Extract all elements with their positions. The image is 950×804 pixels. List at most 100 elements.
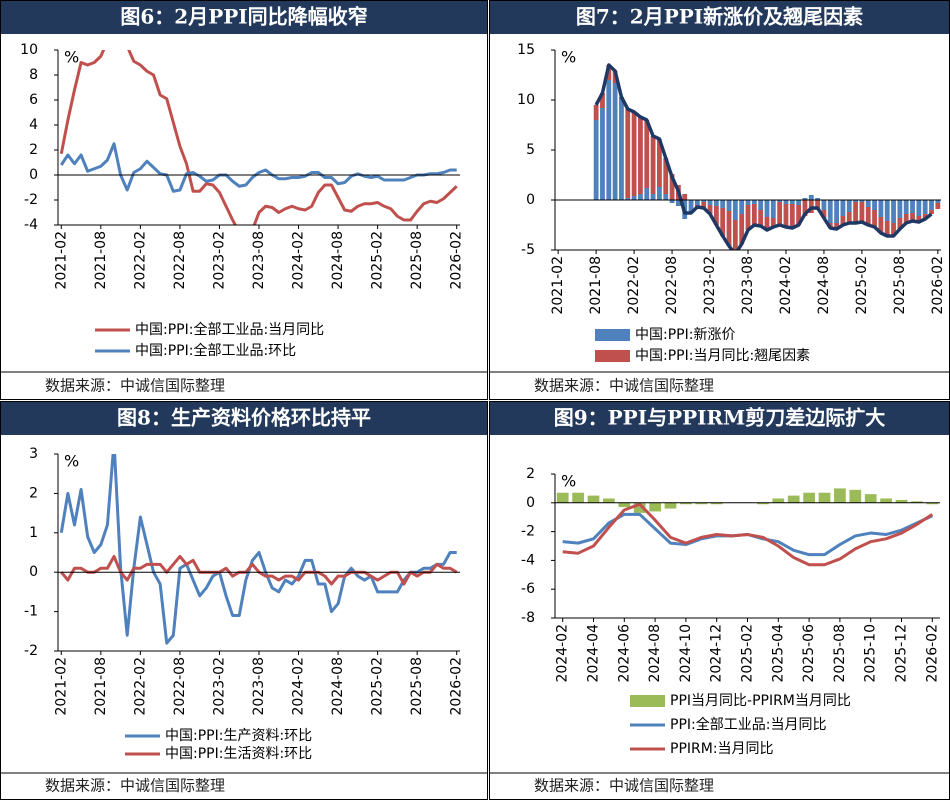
x-tick-label: 2023-08	[251, 231, 267, 290]
bar	[649, 502, 661, 512]
x-tick-label: 2025-06	[801, 624, 817, 683]
bar	[713, 200, 719, 206]
bar	[802, 198, 808, 200]
bar	[770, 218, 776, 227]
bar	[593, 105, 599, 120]
x-tick-label: 2024-10	[678, 624, 694, 683]
bar	[650, 136, 656, 194]
bar	[720, 208, 726, 236]
bar	[777, 202, 783, 225]
y-tick-label: 0	[526, 192, 535, 208]
x-tick-label: 2025-02	[370, 231, 386, 290]
bar	[789, 200, 795, 204]
x-tick-label: 2025-10	[863, 624, 879, 683]
unit-label: %	[561, 48, 576, 67]
bar	[815, 200, 821, 210]
legend-swatch	[630, 695, 665, 707]
bar	[872, 200, 877, 210]
bar	[758, 210, 764, 226]
bar	[764, 200, 770, 217]
bar	[853, 200, 858, 202]
bar	[891, 223, 896, 236]
y-tick-label: 0	[29, 564, 38, 580]
unit-label: %	[561, 472, 576, 491]
panel-title: 图7：2月PPI新涨价及翘尾因素	[576, 5, 863, 29]
x-tick-label: 2024-02	[291, 231, 307, 290]
y-tick-label: 6	[29, 92, 38, 108]
title-bar	[490, 402, 949, 435]
bar	[556, 492, 569, 503]
x-tick-label: 2025-02	[854, 256, 870, 315]
title-bar	[490, 1, 949, 34]
x-tick-label: 2024-04	[586, 624, 602, 683]
x-tick-label: 2024-08	[330, 657, 346, 716]
bar	[694, 200, 700, 205]
x-tick-label: 2023-08	[251, 657, 267, 716]
x-tick-label: 2024-02	[291, 657, 307, 716]
x-tick-label: 2023-02	[702, 256, 718, 315]
x-tick-label: 2021-02	[550, 256, 566, 315]
bar	[929, 210, 934, 214]
legend-swatch	[595, 350, 630, 362]
bar	[739, 214, 745, 244]
x-tick-label: 2026-02	[449, 231, 465, 290]
bar	[818, 492, 831, 503]
bar	[631, 112, 637, 196]
x-tick-label: 2023-02	[211, 231, 227, 290]
x-tick-label: 2021-02	[53, 657, 69, 716]
x-tick-label: 2023-08	[740, 256, 756, 315]
bar	[803, 492, 815, 503]
x-tick-label: 2024-06	[616, 624, 632, 683]
x-tick-label: 2025-08	[409, 231, 425, 290]
bar	[720, 200, 726, 208]
y-tick-label: 2	[526, 466, 535, 482]
x-tick-label: 2024-02	[778, 256, 794, 315]
y-tick-label: 10	[517, 92, 535, 108]
x-tick-label: 2022-02	[132, 231, 148, 290]
bar	[903, 200, 909, 214]
bar	[603, 498, 615, 503]
bar	[625, 198, 631, 200]
x-tick-label: 2024-02	[555, 624, 571, 683]
y-tick-label: 5	[526, 142, 535, 158]
bar	[853, 202, 858, 223]
bar	[764, 217, 770, 230]
bar	[802, 200, 808, 216]
bar	[572, 492, 584, 503]
line-series	[562, 502, 934, 567]
bar	[872, 210, 877, 227]
bar	[657, 187, 662, 200]
bar	[910, 213, 915, 221]
bar	[884, 200, 890, 221]
plot-area	[556, 488, 939, 567]
bar	[849, 489, 862, 503]
bar	[631, 196, 637, 200]
x-tick-label: 2025-12	[894, 624, 910, 683]
bar	[796, 205, 802, 225]
bar	[701, 200, 707, 202]
bar	[638, 117, 643, 194]
bar	[884, 221, 890, 236]
bar	[916, 216, 922, 222]
bar	[916, 200, 922, 216]
bar	[840, 200, 846, 216]
y-tick-label: 2	[29, 485, 38, 501]
y-tick-label: -1	[24, 604, 38, 620]
bar	[657, 139, 662, 187]
x-tick-label: 2022-08	[664, 256, 680, 315]
source-note: 数据来源：中诚信国际整理	[45, 777, 225, 795]
bar	[650, 194, 656, 200]
title-bar	[1, 402, 487, 435]
legend-label: 中国:PPI:全部工业品:当月同比	[135, 321, 324, 338]
bar	[600, 108, 605, 200]
y-tick-label: -4	[521, 552, 535, 568]
x-tick-label: 2023-02	[211, 657, 227, 716]
bar	[864, 494, 877, 503]
bar	[878, 200, 884, 217]
bar	[758, 200, 764, 210]
x-tick-label: 2025-08	[832, 624, 848, 683]
bar	[897, 218, 903, 229]
bar	[710, 502, 723, 505]
